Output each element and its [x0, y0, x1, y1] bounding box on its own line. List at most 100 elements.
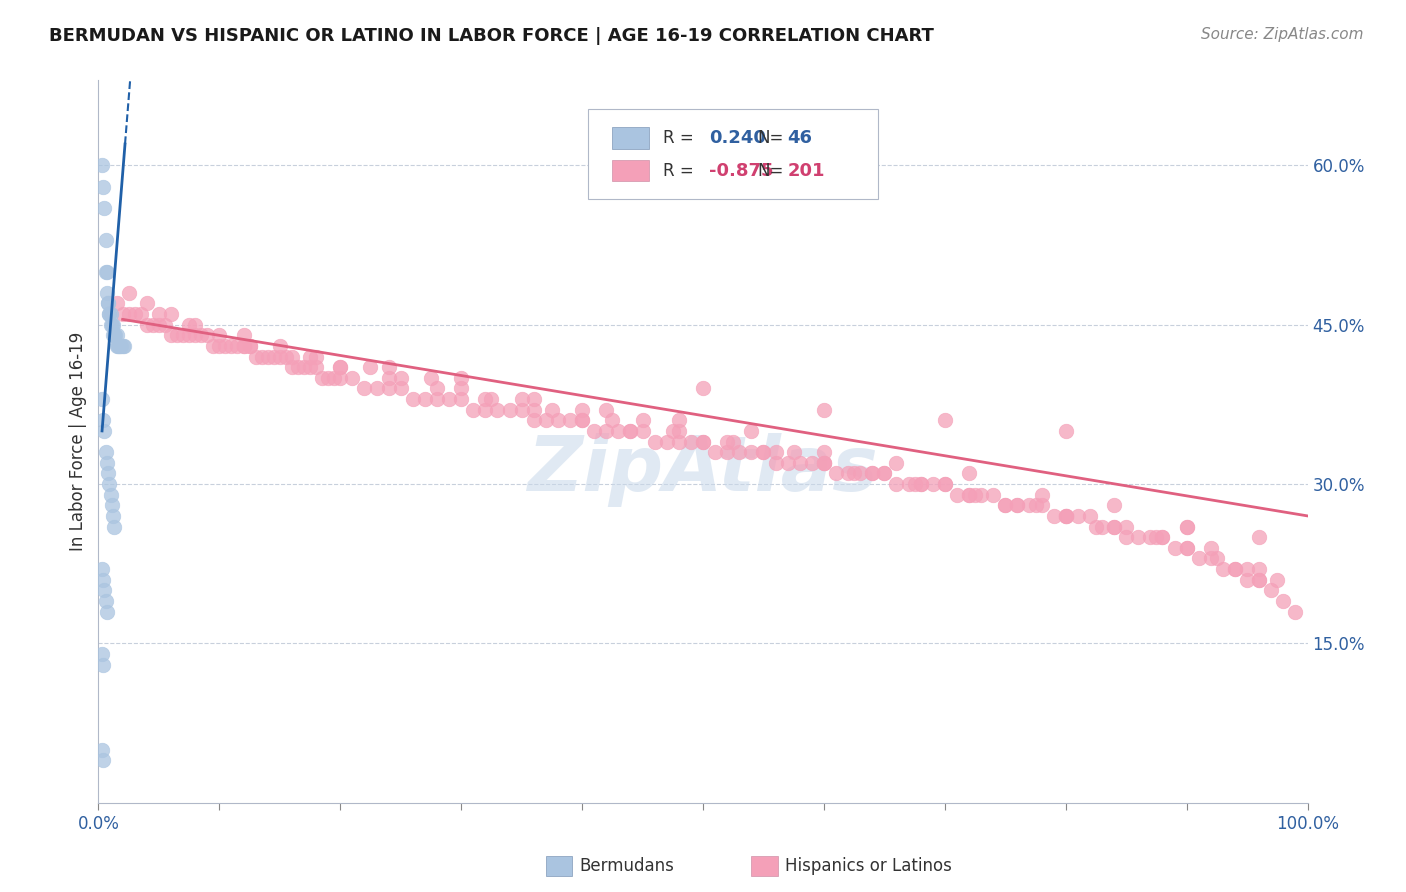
Point	[239, 339, 262, 353]
Point	[1091, 519, 1114, 533]
Point	[1115, 519, 1137, 533]
Point	[765, 456, 787, 470]
Point	[661, 424, 683, 438]
Point	[668, 413, 690, 427]
Point	[91, 158, 114, 172]
Point	[860, 467, 883, 481]
Point	[195, 328, 218, 343]
Point	[377, 371, 399, 385]
FancyBboxPatch shape	[613, 128, 648, 149]
Point	[103, 519, 125, 533]
Point	[474, 392, 496, 406]
Point	[190, 328, 212, 343]
Point	[1042, 508, 1064, 523]
Point	[274, 350, 297, 364]
Point	[108, 339, 131, 353]
Point	[1260, 583, 1282, 598]
Point	[583, 424, 606, 438]
Point	[160, 328, 183, 343]
Point	[849, 467, 872, 481]
Point	[1199, 551, 1222, 566]
Point	[1152, 530, 1174, 544]
Point	[463, 402, 485, 417]
Point	[98, 307, 121, 321]
Point	[765, 445, 787, 459]
Point	[1249, 530, 1271, 544]
Point	[153, 318, 176, 332]
Point	[96, 456, 118, 470]
Point	[329, 360, 352, 375]
Point	[571, 413, 593, 427]
Point	[360, 360, 382, 375]
Point	[523, 392, 546, 406]
Point	[679, 434, 702, 449]
Point	[184, 318, 207, 332]
Point	[481, 392, 503, 406]
Point	[1223, 562, 1246, 576]
Point	[965, 488, 987, 502]
Point	[135, 296, 157, 310]
Y-axis label: In Labor Force | Age 16-19: In Labor Force | Age 16-19	[69, 332, 87, 551]
Point	[450, 381, 472, 395]
Point	[1085, 519, 1108, 533]
Point	[437, 392, 460, 406]
Point	[1236, 573, 1258, 587]
Point	[813, 456, 835, 470]
Point	[1223, 562, 1246, 576]
Point	[813, 402, 835, 417]
Point	[934, 477, 956, 491]
Point	[813, 456, 835, 470]
Point	[692, 381, 714, 395]
Point	[263, 350, 285, 364]
Point	[94, 594, 117, 608]
Point	[1163, 541, 1185, 555]
Point	[1139, 530, 1161, 544]
Point	[571, 402, 593, 417]
Point	[305, 350, 328, 364]
Point	[105, 296, 128, 310]
Point	[631, 413, 654, 427]
Point	[91, 657, 114, 672]
Point	[91, 573, 114, 587]
Point	[93, 201, 115, 215]
Point	[450, 392, 472, 406]
Point	[160, 307, 183, 321]
Point	[704, 445, 727, 459]
Point	[644, 434, 666, 449]
Point	[100, 488, 122, 502]
Point	[269, 339, 291, 353]
Text: -0.875: -0.875	[709, 161, 773, 179]
Point	[96, 605, 118, 619]
Point	[540, 402, 562, 417]
Point	[104, 328, 127, 343]
Point	[740, 445, 762, 459]
Point	[377, 360, 399, 375]
Point	[426, 381, 449, 395]
Point	[957, 467, 980, 481]
Text: 201: 201	[787, 161, 825, 179]
Point	[226, 339, 249, 353]
Point	[498, 402, 520, 417]
Point	[946, 488, 969, 502]
Point	[957, 488, 980, 502]
Point	[166, 328, 188, 343]
Point	[668, 434, 690, 449]
Point	[100, 498, 122, 512]
Point	[523, 402, 546, 417]
Point	[1188, 551, 1211, 566]
Point	[329, 371, 352, 385]
Point	[250, 350, 273, 364]
Point	[208, 339, 231, 353]
Point	[474, 402, 496, 417]
Point	[1175, 541, 1198, 555]
Point	[1152, 530, 1174, 544]
Point	[571, 413, 593, 427]
Point	[789, 456, 811, 470]
Point	[287, 360, 309, 375]
Point	[450, 371, 472, 385]
Point	[844, 467, 866, 481]
Point	[631, 424, 654, 438]
Point	[420, 371, 443, 385]
FancyBboxPatch shape	[751, 856, 778, 877]
Text: N=: N=	[758, 129, 783, 147]
